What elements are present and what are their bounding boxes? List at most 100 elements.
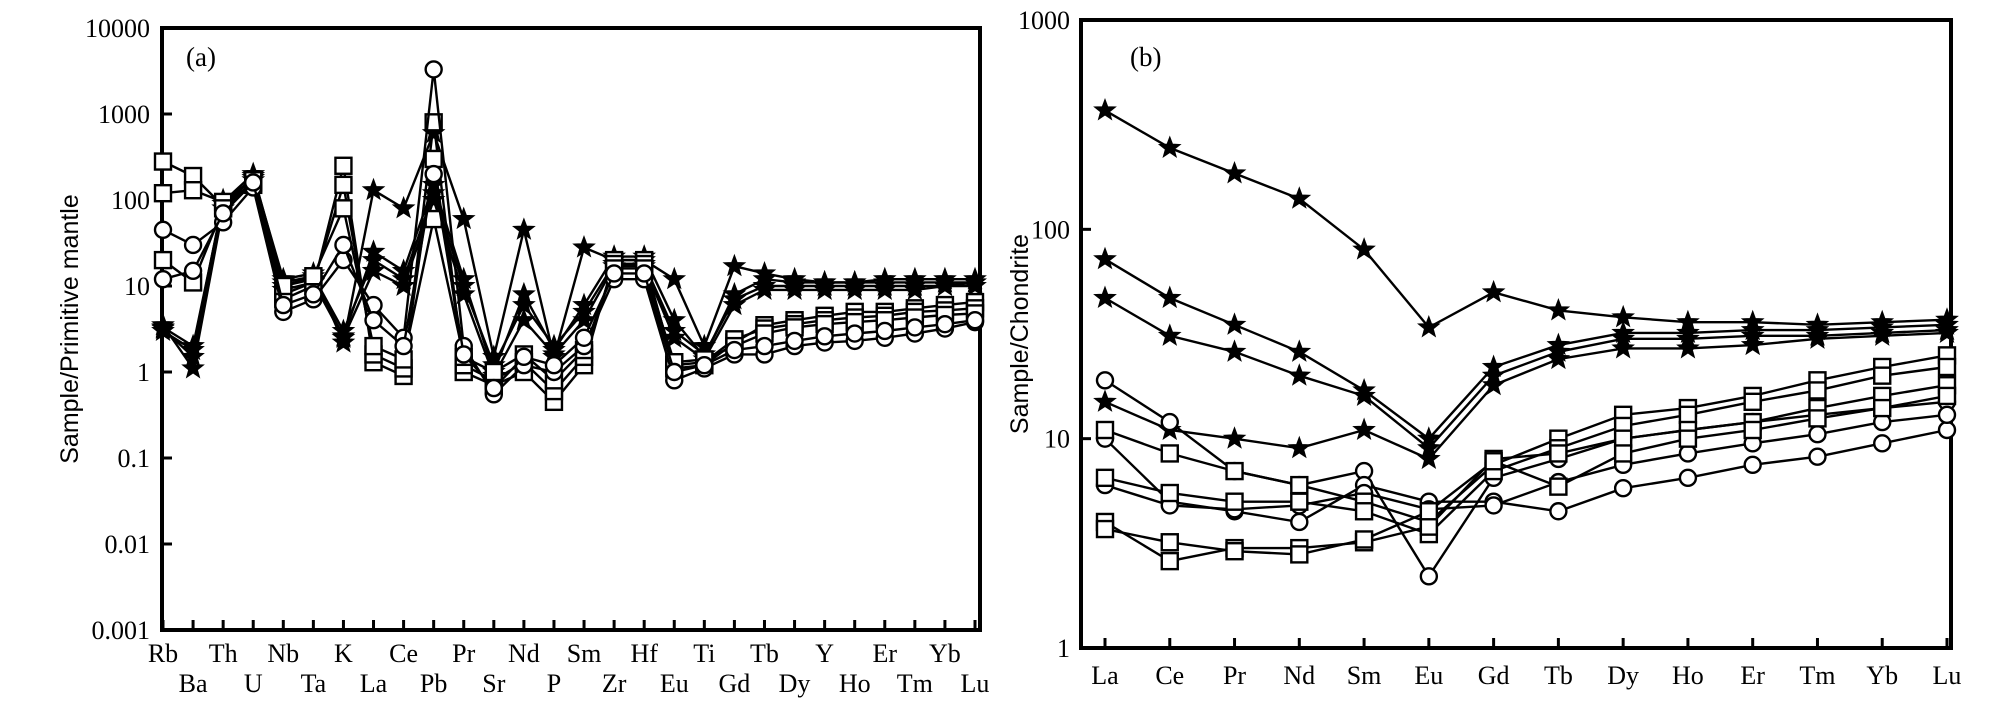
data-point-circle-a [424, 60, 443, 79]
x-tick-label-a: Pb [420, 669, 447, 698]
x-tick-label-a: U [244, 669, 263, 698]
data-point-circle-a [544, 355, 564, 375]
x-tick-label-b: Tb [1544, 661, 1573, 690]
x-tick-label-a: Eu [660, 669, 689, 698]
data-point-circle-a [183, 235, 203, 255]
series-line-a [162, 178, 975, 379]
data-point-star-a [451, 281, 476, 305]
series-line-b [1104, 354, 1948, 524]
data-point-star-a [391, 273, 416, 297]
data-point-circle-a [153, 220, 173, 240]
data-point-circle-b [1419, 567, 1439, 586]
data-point-circle-a [695, 355, 714, 375]
data-point-square-b [1095, 420, 1115, 440]
series-line-b [1104, 109, 1948, 329]
y-tick-label-a: 0.001 [92, 616, 151, 645]
data-point-circle-a [484, 378, 504, 398]
series-line-b [1104, 258, 1948, 441]
x-tick-label-a: Th [209, 639, 238, 668]
data-point-circle-a [604, 264, 624, 283]
x-tick-label-b: Gd [1478, 661, 1510, 690]
data-point-square-b [1160, 551, 1179, 571]
x-tick-label-a: Lu [961, 669, 990, 698]
data-point-star-b [1352, 383, 1376, 406]
x-tick-label-b: Eu [1414, 661, 1443, 690]
data-point-circle-a [454, 345, 473, 364]
series-line-b [1104, 365, 1948, 536]
y-tick-label-a: 10 [124, 272, 150, 301]
data-point-star-a [662, 266, 687, 290]
data-point-star-b [1287, 339, 1312, 362]
data-point-circle-b [1613, 478, 1633, 498]
y-tick-label-a: 1 [137, 358, 150, 387]
data-point-square-a [424, 149, 443, 169]
x-tick-label-b: Ce [1155, 661, 1184, 690]
data-point-square-b [1873, 398, 1892, 418]
data-point-circle-b [1743, 455, 1762, 475]
y-axis-label-a: Sample/Primitive mantle [56, 194, 84, 464]
data-point-star-b [1093, 246, 1117, 270]
data-point-circle-a [965, 311, 985, 330]
data-point-circle-a [905, 318, 925, 337]
data-point-circle-a [845, 324, 864, 343]
data-point-circle-a [634, 264, 654, 283]
data-point-circle-a [274, 295, 293, 315]
x-tick-label-b: Er [1740, 661, 1765, 690]
x-tick-label-a: Tm [897, 669, 933, 698]
data-point-star-a [181, 355, 205, 379]
x-tick-label-a: Pr [452, 639, 475, 668]
data-point-star-b [1417, 446, 1441, 470]
data-point-square-b [1290, 545, 1309, 564]
data-point-circle-a [785, 331, 804, 351]
series-line-a [162, 171, 976, 369]
y-axis-label-b: Sample/Chondrite [1006, 234, 1034, 434]
data-point-square-b [1290, 475, 1309, 495]
data-point-square-b [1095, 519, 1115, 539]
series-line-a [162, 122, 976, 404]
x-tick-label-b: Nd [1283, 661, 1315, 690]
data-point-star-a [361, 258, 386, 281]
x-tick-label-b: Dy [1607, 661, 1639, 690]
chart-panel-b: (b) Sample/Chondrite 1 10 100 1000 La Ce Pr Nd… [1006, 6, 1961, 690]
data-point-circle-a [875, 321, 894, 341]
data-point-square-b [1160, 533, 1179, 552]
data-point-star-b [1676, 335, 1700, 359]
data-point-square-b [1225, 492, 1244, 511]
data-point-star-b [1870, 323, 1895, 346]
data-point-square-b [1225, 542, 1244, 561]
data-point-star-b [1287, 435, 1312, 459]
y-tick-label-a: 0.1 [118, 444, 151, 473]
data-point-star-b [1352, 417, 1376, 441]
data-point-square-b [1678, 405, 1698, 425]
x-tick-label-a: Hf [630, 639, 658, 668]
data-point-star-a [812, 277, 837, 300]
x-tick-label-a: Zr [602, 669, 627, 698]
x-tick-label-a: K [334, 639, 353, 668]
x-tick-label-a: La [360, 669, 388, 698]
chart-panel-a: (a) Sample/Primitive mantle 0.001 0.01 0.1… [56, 14, 989, 698]
y-tick-label-b: 100 [1031, 215, 1070, 244]
data-point-circle-a [514, 347, 534, 367]
data-point-star-b [1611, 335, 1635, 359]
x-tick-label-a: Sr [482, 669, 505, 698]
data-point-circle-b [1678, 468, 1698, 488]
x-tick-label-a: Ba [179, 669, 208, 698]
data-point-circle-b [1290, 512, 1309, 532]
data-point-square-b [1290, 492, 1309, 511]
data-point-square-a [334, 199, 353, 218]
x-tick-label-a: Ti [693, 639, 715, 668]
x-tick-label-a: Nd [508, 639, 540, 668]
data-point-square-b [1678, 429, 1698, 448]
data-point-square-b [1873, 366, 1892, 385]
data-point-star-b [1222, 160, 1247, 184]
series-line-b [1104, 413, 1948, 511]
data-point-star-a [842, 277, 867, 300]
data-point-star-b [1157, 135, 1182, 158]
data-point-square-b [1484, 452, 1503, 471]
data-point-circle-a [574, 328, 594, 347]
data-point-square-a [424, 113, 443, 132]
data-point-star-a [933, 273, 957, 297]
data-point-circle-a [334, 235, 353, 255]
data-point-circle-a [153, 269, 173, 289]
data-point-star-b [1093, 389, 1117, 412]
